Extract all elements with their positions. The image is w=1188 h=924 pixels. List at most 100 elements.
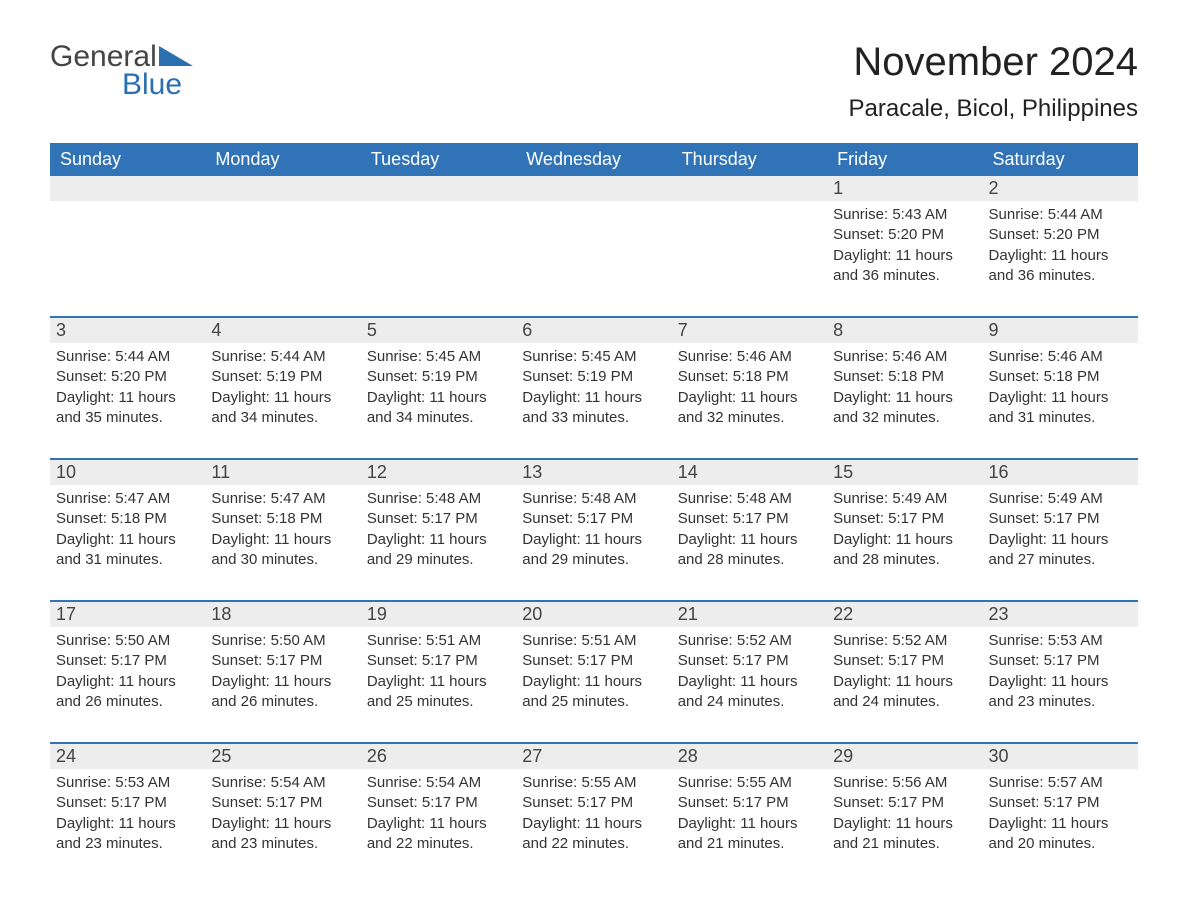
daylight-line: Daylight: 11 hours and 26 minutes. (56, 672, 199, 713)
sunrise-value: 5:50 AM (115, 632, 170, 649)
sunset-label: Sunset: (522, 368, 577, 385)
day-cell: 11Sunrise: 5:47 AMSunset: 5:18 PMDayligh… (205, 460, 360, 600)
sunrise-value: 5:45 AM (426, 348, 481, 365)
sunrise-value: 5:56 AM (892, 774, 947, 791)
day-number: 5 (361, 318, 516, 343)
daylight-line: Daylight: 11 hours and 34 minutes. (211, 388, 354, 429)
sunrise-label: Sunrise: (989, 774, 1048, 791)
sunrise-line: Sunrise: 5:44 AM (989, 205, 1132, 225)
daylight-label: Daylight: (678, 531, 741, 548)
sunrise-label: Sunrise: (833, 348, 892, 365)
daylight-label: Daylight: (367, 389, 430, 406)
daylight-label: Daylight: (989, 531, 1052, 548)
daylight-label: Daylight: (678, 815, 741, 832)
day-cell: 27Sunrise: 5:55 AMSunset: 5:17 PMDayligh… (516, 744, 671, 884)
sunset-label: Sunset: (678, 368, 733, 385)
day-number: 16 (983, 460, 1138, 485)
daylight-line: Daylight: 11 hours and 23 minutes. (56, 814, 199, 855)
sunset-value: 5:17 PM (733, 794, 789, 811)
day-cell: 12Sunrise: 5:48 AMSunset: 5:17 PMDayligh… (361, 460, 516, 600)
daylight-label: Daylight: (989, 247, 1052, 264)
day-number: 9 (983, 318, 1138, 343)
sunset-label: Sunset: (833, 510, 888, 527)
sunset-line: Sunset: 5:19 PM (522, 367, 665, 387)
sunset-line: Sunset: 5:17 PM (989, 793, 1132, 813)
logo-word2: Blue (122, 68, 182, 102)
sunrise-value: 5:52 AM (737, 632, 792, 649)
day-cell: 1Sunrise: 5:43 AMSunset: 5:20 PMDaylight… (827, 176, 982, 316)
sunrise-label: Sunrise: (833, 490, 892, 507)
sunset-value: 5:17 PM (422, 794, 478, 811)
sunset-label: Sunset: (56, 794, 111, 811)
sunset-value: 5:17 PM (888, 510, 944, 527)
sunrise-line: Sunrise: 5:54 AM (211, 773, 354, 793)
day-number (50, 176, 205, 201)
sunrise-value: 5:46 AM (892, 348, 947, 365)
sunrise-line: Sunrise: 5:52 AM (678, 631, 821, 651)
sunrise-label: Sunrise: (211, 348, 270, 365)
day-number: 20 (516, 602, 671, 627)
daylight-line: Daylight: 11 hours and 29 minutes. (522, 530, 665, 571)
daylight-line: Daylight: 11 hours and 21 minutes. (678, 814, 821, 855)
day-number: 25 (205, 744, 360, 769)
sunrise-line: Sunrise: 5:51 AM (522, 631, 665, 651)
sunrise-label: Sunrise: (211, 774, 270, 791)
sunrise-value: 5:48 AM (737, 490, 792, 507)
sunset-value: 5:20 PM (1044, 226, 1100, 243)
sunrise-value: 5:49 AM (1048, 490, 1103, 507)
sunrise-label: Sunrise: (522, 348, 581, 365)
sunrise-line: Sunrise: 5:50 AM (56, 631, 199, 651)
daylight-label: Daylight: (211, 389, 274, 406)
sunset-value: 5:19 PM (266, 368, 322, 385)
day-number: 26 (361, 744, 516, 769)
daylight-label: Daylight: (833, 673, 896, 690)
daylight-line: Daylight: 11 hours and 26 minutes. (211, 672, 354, 713)
daylight-label: Daylight: (833, 815, 896, 832)
daylight-line: Daylight: 11 hours and 31 minutes. (989, 388, 1132, 429)
sunrise-value: 5:57 AM (1048, 774, 1103, 791)
sunset-value: 5:18 PM (111, 510, 167, 527)
day-number: 2 (983, 176, 1138, 201)
day-cell: 25Sunrise: 5:54 AMSunset: 5:17 PMDayligh… (205, 744, 360, 884)
day-number: 28 (672, 744, 827, 769)
sunrise-line: Sunrise: 5:44 AM (211, 347, 354, 367)
sunset-label: Sunset: (522, 794, 577, 811)
daylight-line: Daylight: 11 hours and 25 minutes. (367, 672, 510, 713)
sunset-label: Sunset: (678, 652, 733, 669)
sunrise-label: Sunrise: (367, 774, 426, 791)
sunset-line: Sunset: 5:18 PM (678, 367, 821, 387)
sunrise-line: Sunrise: 5:46 AM (989, 347, 1132, 367)
sunrise-label: Sunrise: (211, 632, 270, 649)
day-cell (672, 176, 827, 316)
sunset-line: Sunset: 5:17 PM (833, 651, 976, 671)
sunrise-label: Sunrise: (367, 632, 426, 649)
sunrise-line: Sunrise: 5:46 AM (678, 347, 821, 367)
week-row: 17Sunrise: 5:50 AMSunset: 5:17 PMDayligh… (50, 600, 1138, 742)
sunrise-label: Sunrise: (522, 774, 581, 791)
day-cell: 10Sunrise: 5:47 AMSunset: 5:18 PMDayligh… (50, 460, 205, 600)
sunset-label: Sunset: (833, 652, 888, 669)
daylight-line: Daylight: 11 hours and 23 minutes. (989, 672, 1132, 713)
sunrise-value: 5:55 AM (737, 774, 792, 791)
sunset-label: Sunset: (678, 794, 733, 811)
sunrise-label: Sunrise: (678, 490, 737, 507)
day-cell: 17Sunrise: 5:50 AMSunset: 5:17 PMDayligh… (50, 602, 205, 742)
sunrise-label: Sunrise: (989, 490, 1048, 507)
day-cell: 30Sunrise: 5:57 AMSunset: 5:17 PMDayligh… (983, 744, 1138, 884)
sunrise-value: 5:52 AM (892, 632, 947, 649)
day-cell: 13Sunrise: 5:48 AMSunset: 5:17 PMDayligh… (516, 460, 671, 600)
sunrise-line: Sunrise: 5:48 AM (522, 489, 665, 509)
sunrise-label: Sunrise: (522, 490, 581, 507)
day-cell: 3Sunrise: 5:44 AMSunset: 5:20 PMDaylight… (50, 318, 205, 458)
sunrise-value: 5:54 AM (426, 774, 481, 791)
day-cell: 18Sunrise: 5:50 AMSunset: 5:17 PMDayligh… (205, 602, 360, 742)
sunset-label: Sunset: (989, 226, 1044, 243)
day-cell: 19Sunrise: 5:51 AMSunset: 5:17 PMDayligh… (361, 602, 516, 742)
daylight-label: Daylight: (367, 531, 430, 548)
daylight-label: Daylight: (678, 389, 741, 406)
sunset-value: 5:17 PM (1044, 794, 1100, 811)
sunset-value: 5:17 PM (111, 652, 167, 669)
day-header-friday: Friday (827, 143, 982, 176)
sunset-label: Sunset: (833, 368, 888, 385)
sunset-label: Sunset: (211, 368, 266, 385)
